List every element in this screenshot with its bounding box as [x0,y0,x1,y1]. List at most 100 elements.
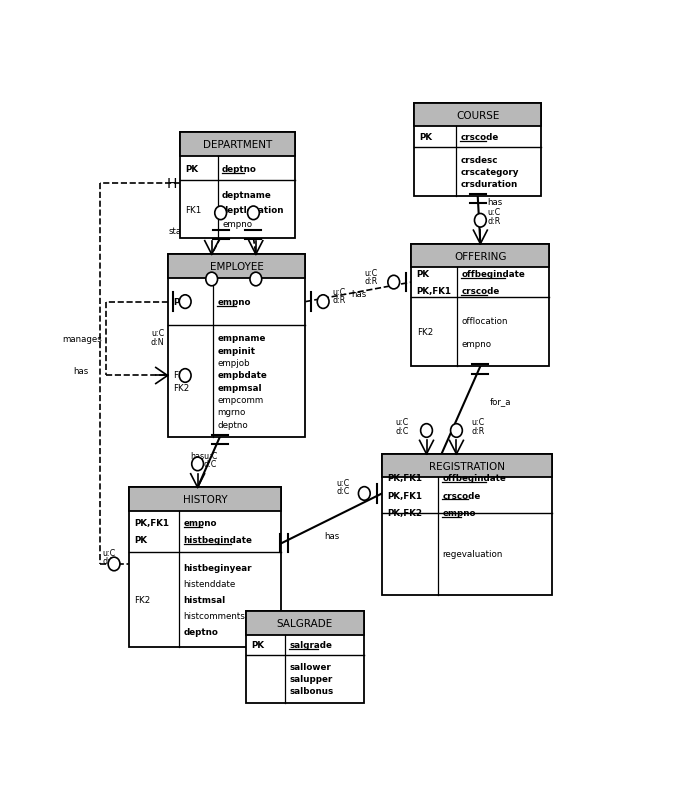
Text: has: has [351,290,366,298]
Text: offbegindate: offbegindate [461,269,525,278]
Text: DEPARTMENT: DEPARTMENT [203,140,272,150]
Text: deptlocation: deptlocation [222,205,284,214]
Text: PK,FK1: PK,FK1 [417,287,452,296]
Text: u:C: u:C [255,198,269,207]
Text: u:C: u:C [214,270,227,279]
Text: u:C: u:C [471,418,484,427]
Text: crsdesc: crsdesc [460,156,497,164]
Text: u:C: u:C [364,269,378,277]
Bar [382,455,552,478]
Text: PK: PK [185,164,198,173]
Text: crscategory: crscategory [460,168,519,176]
Text: PK: PK [417,269,430,278]
Text: OFFERING: OFFERING [454,251,506,261]
Text: empno: empno [222,220,252,229]
Bar [246,611,364,703]
Text: crscode: crscode [461,287,500,296]
Circle shape [358,487,371,500]
Circle shape [179,295,191,309]
Text: HISTORY: HISTORY [183,495,228,504]
Text: empno: empno [442,508,476,517]
Text: FK2: FK2 [173,384,189,393]
Text: EMPLOYEE: EMPLOYEE [210,261,264,272]
Text: u:C: u:C [488,208,501,217]
Bar [168,255,306,278]
Text: deptno: deptno [222,164,257,173]
Text: d:N: d:N [223,206,237,215]
Text: histmsal: histmsal [184,595,226,604]
Circle shape [317,295,329,309]
Text: PK: PK [135,536,148,545]
Text: empmsal: empmsal [217,383,262,392]
Text: d:N: d:N [150,338,164,346]
Text: sallower: sallower [289,662,331,671]
Text: d:N: d:N [255,206,269,215]
Text: d:R: d:R [103,557,116,565]
Text: has: has [74,367,89,375]
Text: FK2: FK2 [135,595,150,604]
Text: u:C: u:C [151,329,164,338]
Text: PK: PK [420,133,433,142]
Text: FK1: FK1 [185,205,201,214]
Text: PK,FK2: PK,FK2 [387,508,422,517]
Circle shape [388,276,400,290]
Circle shape [451,424,462,438]
Circle shape [250,273,262,286]
Text: histcomments: histcomments [184,611,246,620]
Text: u:C: u:C [103,549,116,557]
Bar [414,103,542,128]
Text: salupper: salupper [289,674,333,683]
Text: salbonus: salbonus [289,687,333,695]
Bar [411,245,549,268]
Circle shape [248,207,259,221]
Text: empno: empno [184,518,217,528]
Text: u:C: u:C [396,418,409,427]
Text: COURSE: COURSE [456,111,500,120]
Circle shape [421,424,433,438]
Text: crscode: crscode [460,133,499,142]
Bar [129,488,282,511]
Text: empbdate: empbdate [217,371,267,380]
Text: PK,FK1: PK,FK1 [135,518,169,528]
Text: salgrade: salgrade [289,641,332,650]
Text: d:C: d:C [337,487,350,496]
Text: offbegindate: offbegindate [442,474,506,483]
Text: d:R: d:R [364,277,378,286]
Text: H: H [166,176,177,191]
Text: empinit: empinit [217,346,255,355]
Circle shape [179,369,191,383]
Text: offlocation: offlocation [461,316,508,325]
Bar [382,455,552,595]
Text: mgrno: mgrno [217,408,246,417]
Text: crscode: crscode [442,491,481,500]
Text: empcomm: empcomm [217,395,264,404]
Text: SALGRADE: SALGRADE [277,618,333,628]
Bar [168,255,306,437]
Bar [180,133,295,156]
Text: staffed_by: staffed_by [168,227,214,236]
Text: deptno: deptno [184,626,219,636]
Text: d:N: d:N [214,278,228,287]
Text: has: has [324,531,339,540]
Text: histenddate: histenddate [184,579,236,588]
Text: u:C: u:C [333,288,346,297]
Circle shape [215,207,226,221]
Text: has: has [261,227,276,236]
Text: histbegindate: histbegindate [184,536,253,545]
Bar [129,488,282,647]
Text: FK1: FK1 [173,371,189,379]
Text: PK: PK [173,298,186,306]
Bar [414,103,542,196]
Text: has: has [487,197,502,206]
Circle shape [192,457,204,471]
Text: u:C: u:C [223,198,236,207]
Text: PK: PK [251,641,264,650]
Text: deptname: deptname [222,191,272,200]
Bar [411,245,549,367]
Text: FK2: FK2 [417,328,433,337]
Text: manages: manages [62,334,101,343]
Text: empno: empno [217,298,251,306]
Text: deptno: deptno [217,420,248,429]
Text: d:R: d:R [333,296,346,305]
Bar [246,611,364,634]
